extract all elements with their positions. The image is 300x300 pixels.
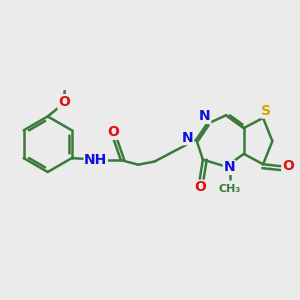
Text: NH: NH xyxy=(84,153,107,167)
Text: O: O xyxy=(282,159,294,173)
Text: CH₃: CH₃ xyxy=(219,184,241,194)
Text: O: O xyxy=(194,180,206,194)
Text: O: O xyxy=(58,95,70,109)
Text: S: S xyxy=(261,104,271,118)
Text: N: N xyxy=(199,110,211,123)
Text: O: O xyxy=(107,125,119,139)
Text: N: N xyxy=(182,130,194,145)
Text: N: N xyxy=(223,160,235,174)
